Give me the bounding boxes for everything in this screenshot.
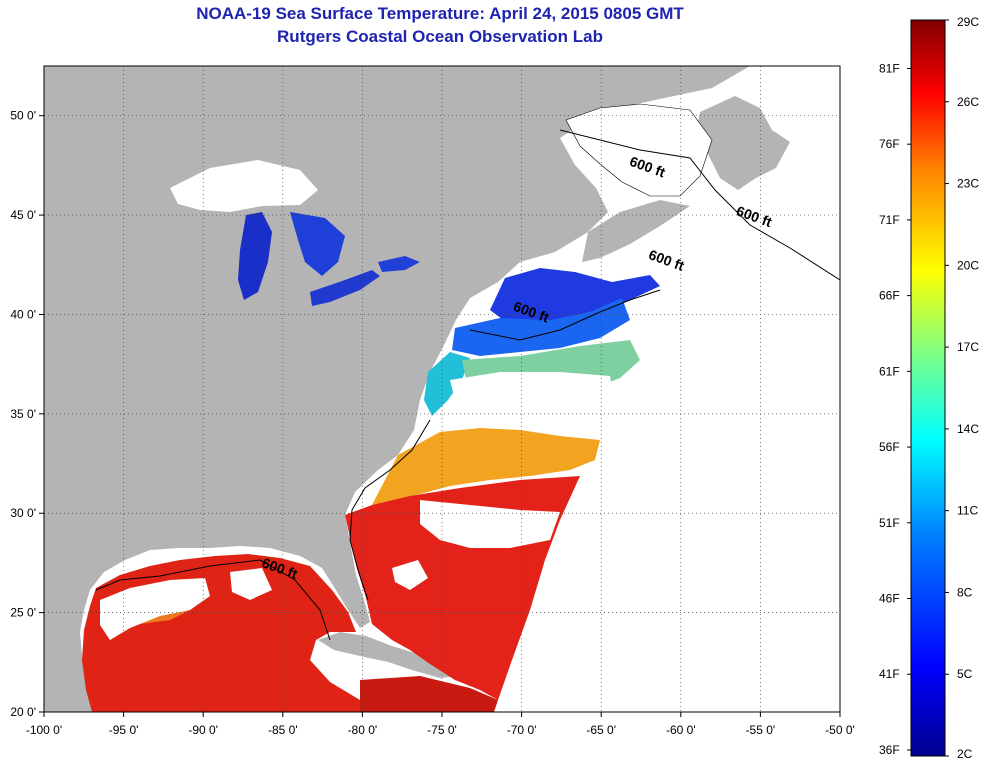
latitude-axis: 20 0' 25 0' 30 0' 35 0' 40 0' 45 0' 50 0' — [10, 109, 44, 719]
cloud-patch-2 — [420, 500, 560, 548]
lon-tick-label: -100 0' — [26, 723, 62, 737]
colorbar-c-label: 14C — [957, 422, 979, 436]
lake-huron — [290, 212, 345, 276]
lon-tick-label: -70 0' — [507, 723, 537, 737]
map-title: NOAA-19 Sea Surface Temperature: April 2… — [196, 4, 684, 23]
colorbar-c-label: 20C — [957, 258, 979, 272]
colorbar-c-label: 23C — [957, 177, 979, 191]
colorbar-f-label: 56F — [879, 440, 900, 454]
colorbar-c-label: 17C — [957, 340, 979, 354]
sst-caribbean-red — [360, 676, 498, 712]
cloud-gulf-white-2 — [230, 568, 272, 600]
title-block: NOAA-19 Sea Surface Temperature: April 2… — [0, 0, 880, 48]
lat-tick-label: 40 0' — [10, 307, 36, 321]
lon-tick-label: -85 0' — [268, 723, 298, 737]
lat-tick-label: 20 0' — [10, 705, 36, 719]
lake-michigan — [238, 212, 272, 300]
contour-600ft-north — [559, 129, 840, 281]
colorbar-f-label: 36F — [879, 743, 900, 757]
colorbar-c-label: 2C — [957, 747, 973, 761]
colorbar-c-label: 5C — [957, 667, 973, 681]
colorbar-f-label: 61F — [879, 364, 900, 378]
lon-tick-label: -60 0' — [666, 723, 696, 737]
lon-tick-label: -95 0' — [109, 723, 139, 737]
colorbar-c-label: 11C — [957, 504, 978, 518]
lake-ontario — [378, 256, 420, 272]
lat-tick-label: 45 0' — [10, 208, 36, 222]
lon-tick-label: -50 0' — [825, 723, 855, 737]
colorbar-f-label: 71F — [879, 213, 900, 227]
colorbar-celsius-labels: 29C 26C 23C 20C 17C 14C 11C 8C 5C 2C — [945, 15, 979, 761]
sst-shelf-cold — [452, 298, 630, 356]
colorbar-fahrenheit-labels: 81F 76F 71F 66F 61F 56F 51F 46F 41F 36F — [879, 61, 911, 757]
lon-tick-label: -80 0' — [348, 723, 378, 737]
colorbar-f-label: 76F — [879, 137, 900, 151]
sst-gulf-of-maine — [490, 268, 660, 325]
colorbar-c-label: 26C — [957, 95, 979, 109]
colorbar-c-label: 29C — [957, 15, 979, 29]
colorbar-gradient — [910, 19, 946, 757]
lat-tick-label: 35 0' — [10, 407, 36, 421]
lon-tick-label: -65 0' — [586, 723, 616, 737]
cloud-patch-1 — [450, 372, 615, 428]
land-north-america — [44, 66, 750, 712]
sst-gulfstream-orange — [372, 428, 600, 505]
lon-tick-label: -90 0' — [188, 723, 218, 737]
land-newfoundland — [696, 96, 790, 190]
map-subtitle: Rutgers Coastal Ocean Observation Lab — [277, 27, 603, 46]
colorbar-c-label: 8C — [957, 585, 973, 599]
lake-superior — [170, 160, 318, 212]
colorbar-f-label: 66F — [879, 289, 900, 303]
colorbar: 29C 26C 23C 20C 17C 14C 11C 8C 5C 2C 81F 76F 71F 66F… — [879, 15, 979, 761]
contour-600ft-shelf — [469, 289, 661, 341]
land-nova-scotia — [582, 200, 690, 262]
land-cuba — [318, 632, 460, 678]
colorbar-f-label: 51F — [879, 516, 900, 530]
lon-tick-label: -75 0' — [427, 723, 457, 737]
map-grid — [44, 66, 840, 712]
longitude-axis: -100 0' -95 0' -90 0' -85 0' -80 0' -75 0' -70… — [26, 712, 855, 737]
cloud-patch-3 — [392, 560, 428, 590]
colorbar-f-label: 46F — [879, 592, 900, 606]
sst-shelf-teal — [424, 352, 470, 416]
lon-tick-label: -55 0' — [746, 723, 776, 737]
cloud-gulf-white — [100, 578, 210, 640]
lat-tick-label: 30 0' — [10, 506, 36, 520]
contour-600ft-gulf — [95, 559, 331, 641]
lat-tick-label: 25 0' — [10, 606, 36, 620]
contour-600ft-south — [349, 419, 431, 601]
colorbar-f-label: 41F — [879, 667, 900, 681]
colorbar-f-label: 81F — [879, 61, 900, 75]
lat-tick-label: 50 0' — [10, 109, 36, 123]
